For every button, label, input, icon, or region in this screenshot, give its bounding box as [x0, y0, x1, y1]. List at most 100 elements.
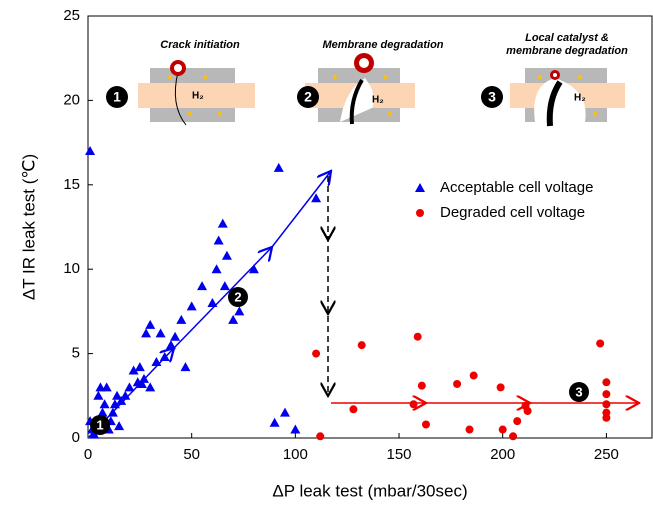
point	[413, 332, 422, 341]
point	[496, 383, 505, 392]
stage-number: 3	[575, 384, 582, 399]
point	[290, 424, 301, 434]
inset-title: Crack initiation	[160, 39, 240, 51]
point	[602, 390, 611, 399]
point	[421, 420, 430, 429]
point	[465, 425, 474, 434]
point	[170, 331, 181, 341]
legend-marker	[416, 209, 424, 217]
point	[228, 314, 239, 324]
point	[213, 235, 224, 245]
point	[89, 429, 100, 439]
point	[120, 390, 131, 400]
y-tick-label: 5	[72, 345, 80, 362]
point	[602, 413, 611, 422]
point	[602, 378, 611, 387]
point	[349, 405, 358, 414]
point	[145, 319, 156, 329]
point	[128, 365, 139, 375]
point	[316, 432, 325, 441]
gas-label: H₂	[372, 95, 384, 106]
point	[211, 264, 222, 274]
stage-badge	[569, 382, 589, 402]
stage-number: 2	[234, 289, 241, 304]
point	[248, 264, 259, 274]
point	[180, 362, 191, 372]
point	[453, 379, 462, 388]
point	[176, 314, 187, 324]
stage-number: 3	[488, 89, 496, 105]
legend-label: Acceptable cell voltage	[440, 179, 593, 196]
point	[221, 250, 232, 260]
point	[513, 417, 522, 426]
point	[273, 162, 284, 172]
x-tick-label: 150	[387, 446, 412, 463]
point	[145, 382, 156, 392]
y-tick-label: 25	[63, 7, 80, 24]
point	[124, 382, 135, 392]
point	[159, 351, 170, 361]
point	[97, 407, 108, 417]
point	[269, 417, 280, 427]
point	[138, 373, 149, 383]
point	[186, 301, 197, 311]
point	[114, 421, 125, 431]
legend-marker	[415, 183, 425, 192]
point	[498, 425, 507, 434]
point	[136, 378, 147, 388]
inset-title: Membrane degradation	[322, 39, 443, 51]
point	[311, 193, 322, 203]
point	[141, 328, 152, 338]
point	[101, 382, 112, 392]
x-tick-label: 100	[283, 446, 308, 463]
stage-number: 1	[96, 417, 103, 432]
point	[509, 432, 518, 441]
point	[602, 400, 611, 409]
point	[116, 395, 127, 405]
point	[207, 297, 218, 307]
plot-frame	[87, 15, 653, 439]
y-tick-label: 0	[72, 429, 80, 446]
x-tick-label: 50	[183, 446, 200, 463]
point	[85, 146, 96, 156]
point	[155, 328, 166, 338]
stage-number: 1	[113, 89, 121, 105]
point	[151, 357, 162, 367]
point	[107, 407, 118, 417]
point	[523, 406, 532, 415]
stage-badge	[297, 86, 319, 108]
point	[596, 339, 605, 348]
x-tick-label: 250	[594, 446, 619, 463]
y-axis-label: ΔT IR leak test (℃)	[19, 154, 38, 300]
x-axis-label: ΔP leak test (mbar/30sec)	[272, 481, 467, 500]
inset-title: membrane degradation	[506, 45, 628, 57]
point	[234, 306, 245, 316]
x-tick-label: 200	[490, 446, 515, 463]
gas-label: H₂	[192, 91, 204, 102]
point	[112, 390, 123, 400]
point	[99, 399, 110, 409]
x-tick-label: 0	[84, 446, 92, 463]
point	[134, 362, 145, 372]
point	[109, 399, 120, 409]
stage-number: 2	[304, 89, 312, 105]
stage-badge	[228, 287, 248, 307]
y-tick-label: 10	[63, 260, 80, 277]
trend-arrows	[88, 171, 639, 438]
inset-title: Local catalyst &	[525, 32, 609, 44]
legend-label: Degraded cell voltage	[440, 204, 585, 221]
point	[165, 340, 176, 350]
stage-badge	[481, 86, 503, 108]
point	[312, 349, 321, 358]
stage-badge	[90, 415, 110, 435]
point	[409, 400, 418, 409]
point	[417, 381, 426, 390]
gas-label: H₂	[574, 93, 586, 104]
insets	[138, 53, 625, 127]
point	[357, 341, 366, 350]
point	[217, 218, 228, 228]
point	[219, 281, 230, 291]
stage-badge	[106, 86, 128, 108]
point	[93, 390, 104, 400]
